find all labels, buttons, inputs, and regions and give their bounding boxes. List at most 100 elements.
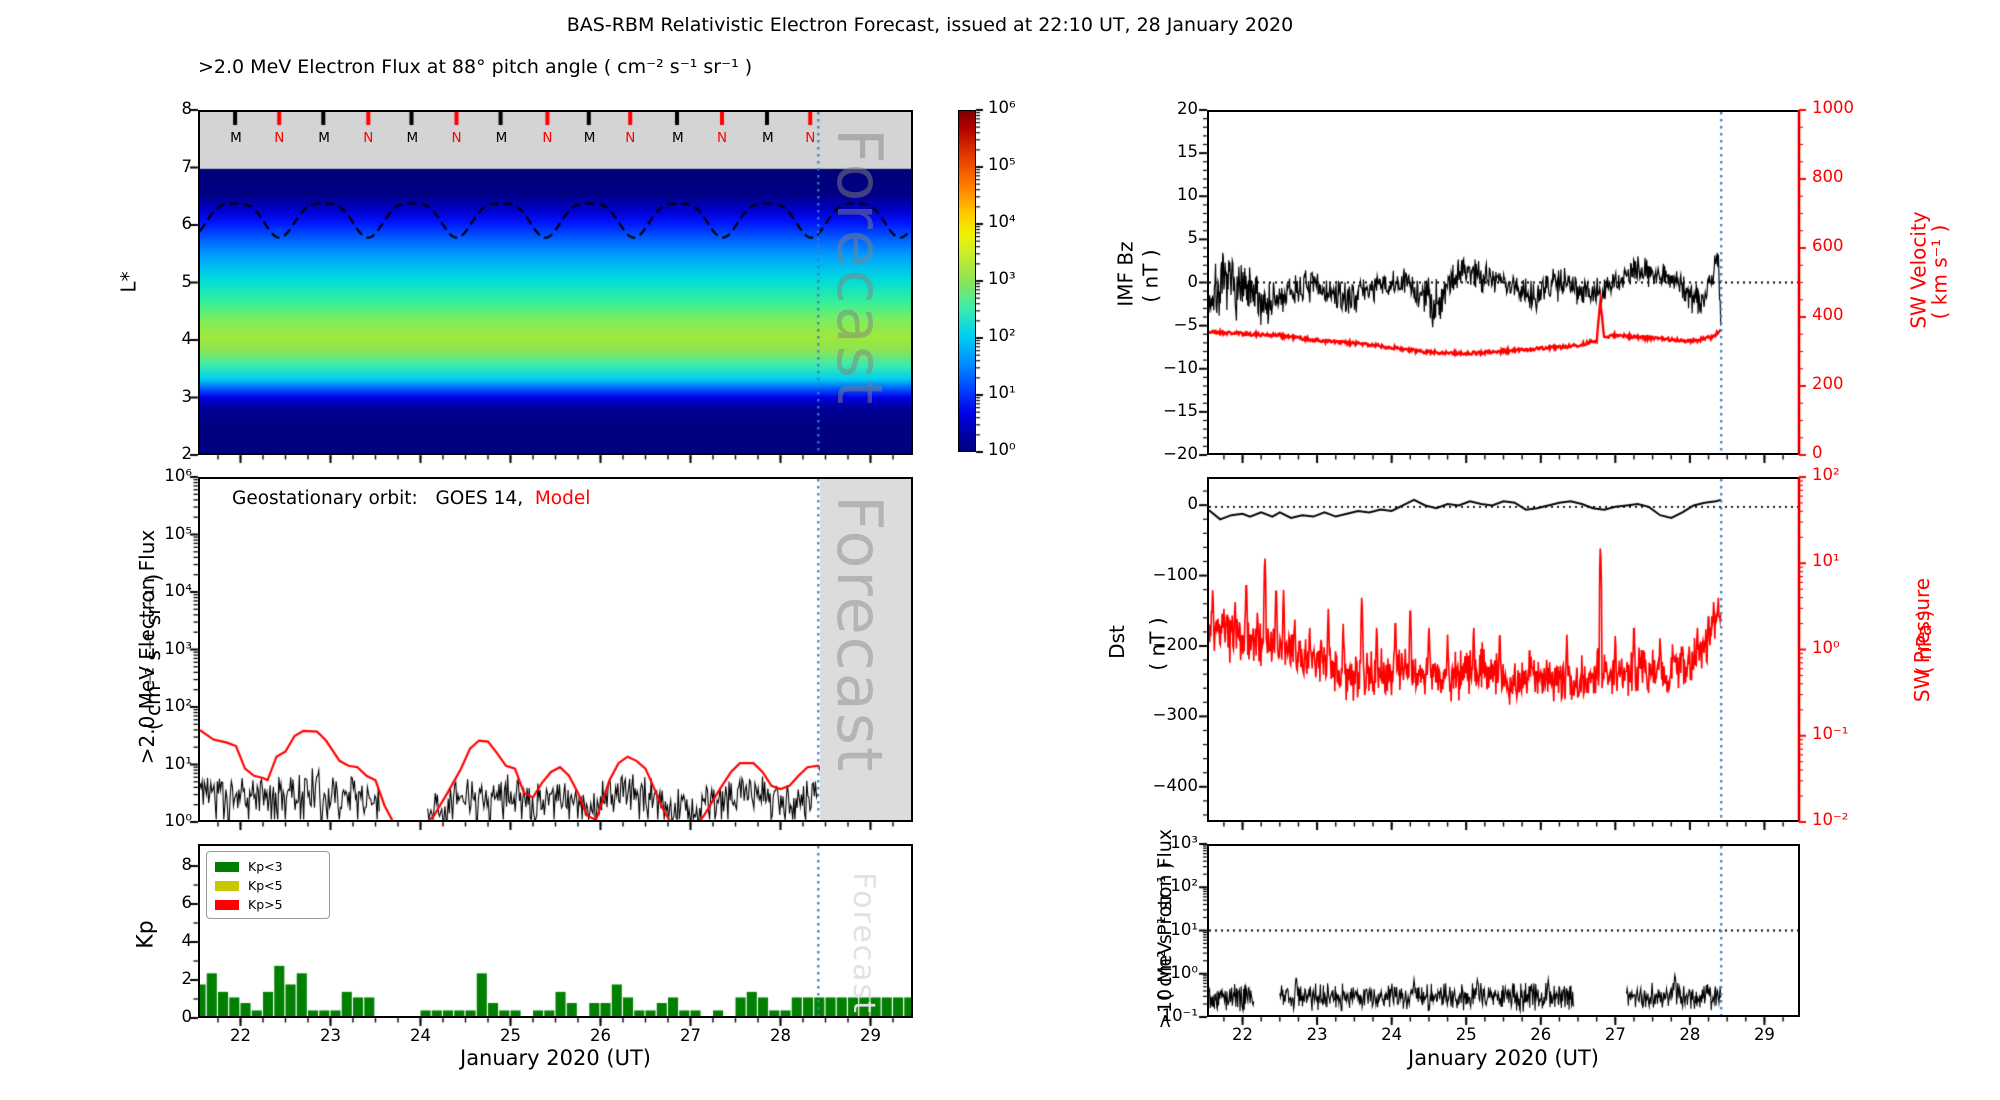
bz-tick-label: −5 (1173, 314, 1198, 334)
midnight-marker-label: M (583, 130, 596, 146)
legend-label: Kp<3 (248, 859, 283, 874)
legend-item-kp-lt5: Kp<5 (215, 876, 321, 895)
proton-tick-label: 10⁰ (1170, 962, 1198, 982)
legend-item-kp-gt5: Kp>5 (215, 895, 321, 914)
midnight-marker-label: M (762, 130, 774, 146)
x-tick-label: 26 (1530, 1025, 1552, 1044)
proton-tick-label: 10¹ (1170, 919, 1198, 939)
figure-title: BAS-RBM Relativistic Electron Forecast, … (566, 14, 1294, 36)
dst-tick-label: −100 (1152, 564, 1198, 584)
colorbar-tick-label: 10⁰ (988, 440, 1016, 459)
lstar-tick-label: 6 (181, 214, 193, 233)
flux-tick-label: 10⁰ (164, 811, 192, 830)
velocity-tick-label: 0 (1812, 443, 1823, 462)
noon-marker-label: N (625, 130, 636, 146)
midnight-marker-label: M (495, 130, 508, 146)
electron-flux-canvas (200, 479, 911, 820)
velocity-tick-label: 400 (1812, 305, 1844, 324)
x-tick-label: 25 (1455, 1025, 1477, 1044)
sw-pressure-label-line2: ( nPa ) (1912, 609, 1937, 675)
lstar-tick-label: 2 (181, 444, 193, 463)
x-tick-label: 22 (230, 1026, 251, 1045)
annotation-model: Model (534, 488, 591, 509)
x-tick-label: 25 (500, 1026, 521, 1045)
legend-swatch-green (215, 861, 239, 872)
lstar-tick-label: 7 (181, 156, 193, 176)
annotation-prefix: Geostationary orbit: (232, 488, 418, 509)
proton-flux-canvas (1209, 846, 1798, 1015)
velocity-tick-label: 200 (1812, 374, 1844, 393)
flux-tick-label: 10³ (164, 638, 192, 658)
x-tick-label: 27 (1604, 1025, 1626, 1044)
kp-xlabel: January 2020 (UT) (460, 1046, 651, 1070)
colorbar-tick-label: 10⁵ (988, 155, 1016, 174)
dst-canvas (1209, 479, 1798, 820)
colorbar (958, 110, 976, 452)
x-tick-label: 24 (410, 1026, 431, 1045)
pressure-tick-label: 10⁻² (1812, 810, 1849, 829)
legend-swatch-yellow (215, 880, 239, 891)
proton-tick-label: 10² (1170, 876, 1198, 896)
heatmap-ylabel: L* (116, 271, 141, 293)
kp-tick-label: 8 (181, 855, 193, 875)
bz-tick-label: 20 (1177, 99, 1198, 118)
x-tick-label: 29 (860, 1026, 881, 1045)
x-tick-label: 26 (590, 1026, 611, 1045)
imf-ylabel-line1: IMF Bz (1113, 241, 1138, 307)
bz-tick-label: 10 (1177, 185, 1198, 205)
noon-marker-label: N (451, 130, 462, 146)
lstar-tick-label: 4 (181, 329, 193, 348)
annotation-satellite: GOES 14, (435, 488, 524, 509)
proton-tick-label: 10⁻¹ (1161, 1006, 1198, 1025)
proton-xlabel: January 2020 (UT) (1408, 1046, 1599, 1070)
noon-marker-label: N (542, 130, 553, 146)
x-tick-label: 28 (1679, 1025, 1701, 1044)
colorbar-tick-label: 10⁴ (988, 212, 1016, 231)
velocity-tick-label: 800 (1812, 167, 1844, 186)
colorbar-tick-label: 10² (988, 326, 1016, 345)
imf-bz-panel (1207, 110, 1800, 455)
pressure-tick-label: 10⁻¹ (1812, 723, 1849, 743)
proton-flux-panel (1207, 844, 1800, 1017)
midnight-marker-label: M (406, 130, 419, 146)
flux-tick-label: 10⁶ (164, 466, 192, 485)
dst-tick-label: 0 (1187, 494, 1199, 514)
noon-marker-label: N (717, 130, 728, 146)
electron-flux-panel: Forecast (198, 477, 913, 822)
bz-tick-label: 0 (1187, 271, 1199, 291)
bz-tick-label: −15 (1163, 400, 1198, 420)
noon-marker-label: N (363, 130, 374, 146)
pressure-tick-label: 10² (1812, 465, 1840, 484)
bz-tick-label: −10 (1163, 357, 1198, 377)
lstar-tick-label: 8 (181, 99, 193, 118)
legend-label: Kp>5 (248, 897, 283, 912)
flux-tick-label: 10⁴ (164, 581, 192, 600)
kp-tick-label: 2 (181, 969, 193, 988)
colorbar-tick-label: 10³ (988, 269, 1016, 288)
bz-tick-label: 15 (1177, 142, 1198, 162)
forecast-shaded-region (820, 479, 911, 820)
x-tick-label: 22 (1232, 1025, 1254, 1044)
midnight-marker-label: M (672, 130, 684, 146)
kp-tick-label: 0 (181, 1007, 193, 1026)
legend-swatch-red (215, 899, 239, 910)
lstar-tick-label: 3 (181, 386, 193, 406)
noon-marker-label: N (805, 130, 816, 146)
x-tick-label: 27 (680, 1026, 701, 1045)
kp-tick-label: 6 (181, 893, 193, 913)
bz-tick-label: −20 (1163, 444, 1198, 463)
kp-tick-label: 4 (181, 931, 193, 951)
x-tick-label: 23 (1306, 1025, 1328, 1044)
heatmap-panel: Forecast (198, 110, 913, 455)
velocity-tick-label: 1000 (1812, 98, 1854, 117)
bz-tick-label: 5 (1187, 228, 1199, 248)
x-tick-label: 28 (770, 1026, 791, 1045)
kp-legend: Kp<3 Kp<5 Kp>5 (206, 851, 330, 919)
proton-tick-label: 10³ (1170, 833, 1198, 852)
sw-velocity-label-line2: ( km s⁻¹ ) (1927, 224, 1952, 320)
kp-ylabel: Kp (133, 920, 159, 949)
pressure-tick-label: 10¹ (1812, 551, 1840, 571)
legend-item-kp-lt3: Kp<3 (215, 857, 321, 876)
lstar-tick-label: 5 (181, 271, 193, 291)
